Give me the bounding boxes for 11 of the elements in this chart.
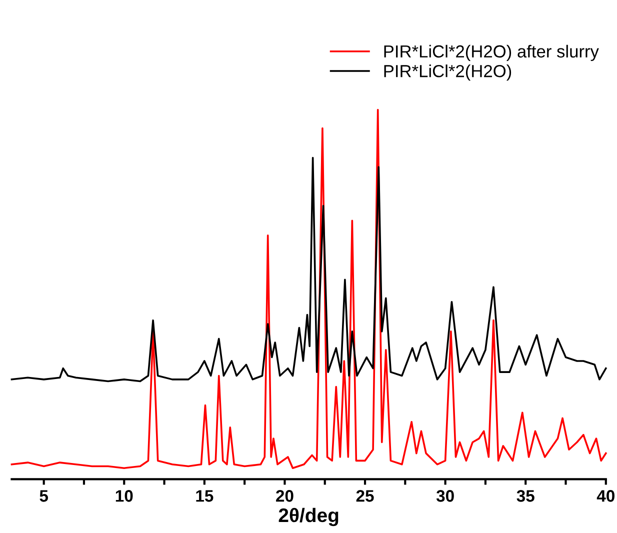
- x-tick-label: 35: [516, 490, 534, 502]
- x-tick-label: 40: [596, 490, 614, 502]
- x-axis-title: 2θ/deg: [278, 508, 338, 526]
- x-tick-label: 5: [40, 490, 48, 502]
- legend-label: PIR*LiCl*2(H2O): [384, 64, 512, 81]
- x-tick-label: 10: [116, 490, 133, 502]
- legend-label: PIR*LiCl*2(H2O) after slurry: [384, 44, 599, 62]
- x-tick-label: 15: [196, 490, 214, 502]
- x-tick-label: 20: [276, 490, 294, 502]
- x-tick-label: 30: [436, 490, 454, 502]
- x-tick-label: 25: [356, 490, 374, 502]
